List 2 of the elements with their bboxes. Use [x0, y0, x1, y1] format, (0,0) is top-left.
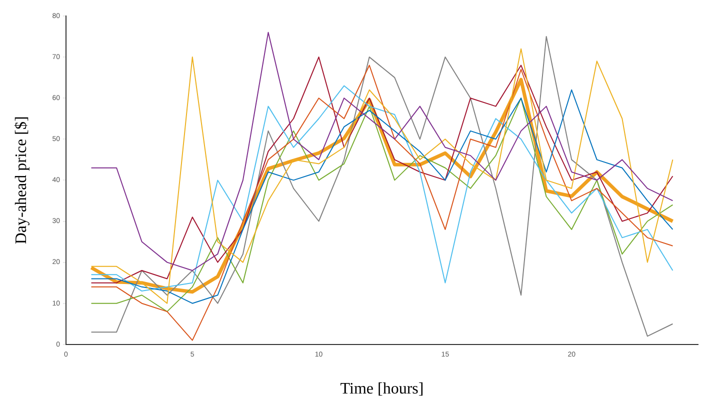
x-axis-title: Time [hours] [340, 380, 424, 398]
y-axis-title: Day-ahead price [$] [12, 116, 30, 244]
